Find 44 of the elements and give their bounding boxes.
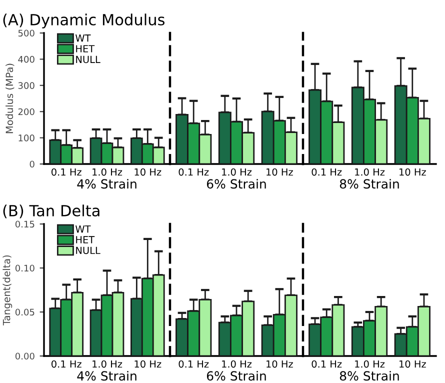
x-tick-label: 1.0 Hz (92, 360, 122, 368)
legend-label: WT (76, 225, 91, 233)
x-tick-label: 0.1 Hz (178, 168, 209, 176)
x-tick-label: 0.1 Hz (312, 360, 342, 368)
x-tick-label: 1.0 Hz (355, 168, 385, 176)
y-tick-label: 0 (30, 160, 34, 168)
legend-label: HET (76, 236, 95, 244)
x-tick-label: 0.1 Hz (52, 360, 82, 368)
x-axis-title: 6% Strain (206, 178, 266, 189)
x-tick-label: 0.1 Hz (52, 168, 82, 176)
y-axis-title: Modulus (MPa) (6, 64, 14, 134)
x-tick-label: 0.1 Hz (178, 360, 209, 368)
y-tick-label: 300 (18, 82, 34, 89)
x-tick-label: 10 Hz (266, 168, 293, 176)
chart-title: (A) Dynamic Modulus (3, 14, 165, 28)
x-axis-title: 8% Strain (340, 370, 399, 381)
y-axis-title: Tangent(delta) (2, 255, 12, 326)
chart-title: (B) Tan Delta (3, 204, 100, 218)
legend-label: HET (76, 45, 95, 52)
y-tick-label: 0.05 (15, 308, 34, 316)
x-tick-label: 10 Hz (134, 360, 162, 368)
x-axis-title: 8% Strain (340, 178, 399, 189)
x-tick-label: 1.0 Hz (222, 360, 252, 368)
legend-label: WT (76, 34, 91, 42)
x-axis-title: 6% Strain (206, 370, 266, 381)
x-tick-label: 0.1 Hz (312, 168, 342, 176)
x-tick-label: 1.0 Hz (355, 360, 385, 368)
y-tick-label: 0.10 (15, 264, 34, 272)
x-tick-label: 10 Hz (400, 168, 426, 176)
x-tick-label: 1.0 Hz (92, 168, 122, 176)
y-tick-label: 500 (18, 30, 34, 37)
y-tick-label: 400 (18, 56, 34, 63)
x-axis-title: 4% Strain (77, 178, 136, 189)
legend-label: NULL (76, 56, 100, 64)
legend-label: NULL (76, 246, 100, 254)
x-tick-label: 10 Hz (134, 168, 162, 176)
x-tick-label: 1.0 Hz (222, 168, 252, 176)
x-axis-title: 4% Strain (77, 370, 136, 381)
y-tick-label: 100 (18, 134, 34, 142)
x-tick-label: 10 Hz (400, 360, 426, 368)
y-tick-label: 200 (18, 108, 34, 116)
x-tick-label: 10 Hz (266, 360, 293, 368)
y-tick-label: 0.00 (15, 352, 34, 360)
y-tick-label: 0.15 (15, 220, 34, 228)
